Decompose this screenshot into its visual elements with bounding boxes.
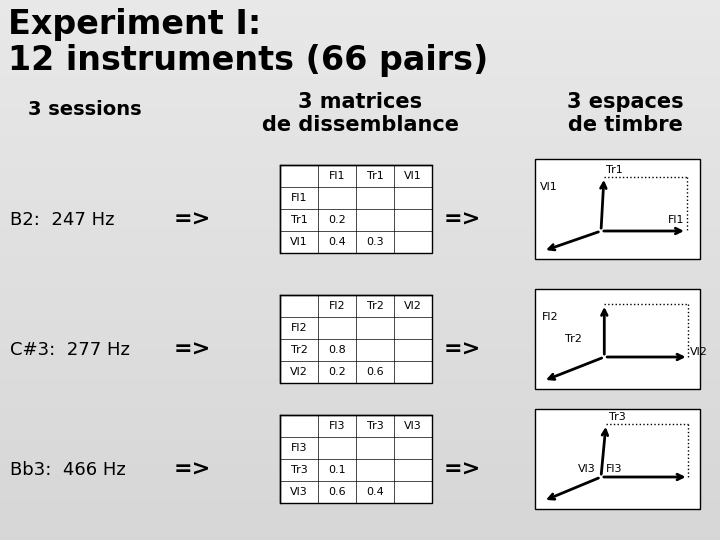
Text: Fl3: Fl3 (291, 443, 307, 453)
Text: =>: => (174, 340, 211, 360)
Text: Vl2: Vl2 (690, 347, 707, 357)
Text: 0.3: 0.3 (366, 237, 384, 247)
Text: Tr1: Tr1 (606, 165, 623, 175)
Text: 3 matrices: 3 matrices (298, 92, 422, 112)
Text: Vl2: Vl2 (290, 367, 308, 377)
Bar (280, 165, 432, 253)
Text: Tr2: Tr2 (564, 334, 582, 344)
Text: Vl3: Vl3 (578, 464, 596, 474)
Text: Vl2: Vl2 (404, 301, 422, 311)
Text: =>: => (174, 210, 211, 230)
Text: Tr1: Tr1 (366, 171, 383, 181)
Text: Fl1: Fl1 (291, 193, 307, 203)
Text: Tr2: Tr2 (291, 345, 307, 355)
Bar (535, 409, 700, 509)
Text: 0.1: 0.1 (328, 465, 346, 475)
Text: Tr2: Tr2 (366, 301, 384, 311)
Text: Tr3: Tr3 (609, 412, 626, 422)
Text: Tr3: Tr3 (291, 465, 307, 475)
Bar (280, 415, 432, 503)
Bar (280, 295, 432, 383)
Bar (535, 289, 700, 389)
Text: Fl1: Fl1 (329, 171, 346, 181)
Text: B2:  247 Hz: B2: 247 Hz (10, 211, 114, 229)
Text: Fl1: Fl1 (668, 215, 685, 225)
Text: Bb3:  466 Hz: Bb3: 466 Hz (10, 461, 126, 479)
Text: 12 instruments (66 pairs): 12 instruments (66 pairs) (8, 44, 488, 77)
Text: =>: => (444, 210, 481, 230)
Text: =>: => (174, 460, 211, 480)
Text: Fl3: Fl3 (606, 464, 623, 474)
Text: Vl1: Vl1 (290, 237, 308, 247)
Text: 0.6: 0.6 (366, 367, 384, 377)
Text: Vl3: Vl3 (290, 487, 308, 497)
Text: 0.2: 0.2 (328, 215, 346, 225)
Text: 0.2: 0.2 (328, 367, 346, 377)
Text: 3 espaces: 3 espaces (567, 92, 683, 112)
Text: Fl3: Fl3 (329, 421, 346, 431)
Text: de dissemblance: de dissemblance (261, 115, 459, 135)
Text: =>: => (444, 340, 481, 360)
Text: 0.4: 0.4 (366, 487, 384, 497)
Text: Fl2: Fl2 (329, 301, 346, 311)
Text: 0.6: 0.6 (328, 487, 346, 497)
Text: Tr3: Tr3 (366, 421, 383, 431)
Text: de timbre: de timbre (567, 115, 683, 135)
Text: Experiment I:: Experiment I: (8, 8, 261, 41)
Text: 0.8: 0.8 (328, 345, 346, 355)
Text: Fl2: Fl2 (541, 312, 558, 322)
Text: =>: => (444, 460, 481, 480)
Text: 3 sessions: 3 sessions (28, 100, 142, 119)
Bar (535, 159, 700, 259)
Text: Fl2: Fl2 (291, 323, 307, 333)
Text: 0.4: 0.4 (328, 237, 346, 247)
Text: C#3:  277 Hz: C#3: 277 Hz (10, 341, 130, 359)
Text: Tr1: Tr1 (291, 215, 307, 225)
Text: Vl1: Vl1 (404, 171, 422, 181)
Text: Vl3: Vl3 (404, 421, 422, 431)
Text: Vl1: Vl1 (540, 182, 558, 192)
